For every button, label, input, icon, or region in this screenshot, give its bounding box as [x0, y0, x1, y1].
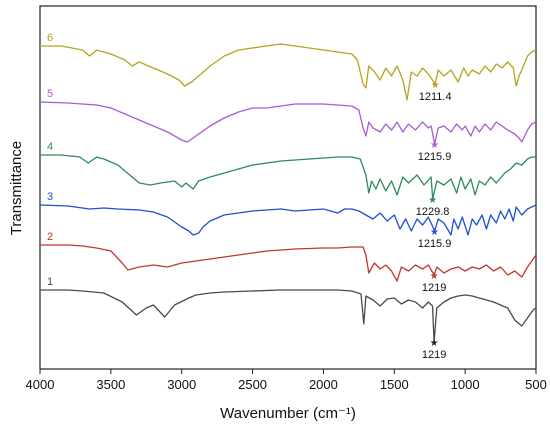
series-line-1 — [40, 289, 537, 343]
series-line-3 — [39, 204, 537, 236]
series-number-label: 2 — [47, 231, 53, 243]
x-tick-label: 4000 — [26, 377, 55, 392]
series-line-6 — [40, 43, 537, 101]
peak-star-marker: ★ — [430, 140, 439, 151]
x-tick-label: 2000 — [309, 377, 338, 392]
series-line-5 — [39, 101, 537, 145]
peak-label: 1215.9 — [418, 238, 452, 250]
x-tick-label: 1000 — [451, 377, 480, 392]
x-tick-label: 3000 — [167, 377, 196, 392]
series-line-2 — [40, 244, 537, 282]
series-number-label: 1 — [47, 276, 53, 288]
peak-star-marker: ★ — [428, 195, 437, 206]
series-line-4 — [40, 154, 536, 200]
peak-star-marker: ★ — [431, 80, 440, 91]
peak-star-marker: ★ — [430, 227, 439, 238]
series-3: 3★1215.9 — [39, 191, 537, 250]
peak-label: 1219 — [422, 282, 446, 294]
plot-frame — [39, 5, 537, 370]
series-number-label: 4 — [47, 141, 53, 153]
peak-label: 1211.4 — [419, 91, 452, 103]
series-4: 4★1229.8 — [40, 141, 536, 218]
peak-label: 1219 — [422, 349, 446, 361]
series-layer: 1★12192★12193★1215.94★1229.85★1215.96★12… — [39, 32, 537, 361]
x-tick-label: 1500 — [380, 377, 409, 392]
peak-label: 1215.9 — [418, 151, 452, 163]
series-5: 5 ★1215.9 — [39, 88, 537, 163]
series-number-label: 5 — [47, 88, 53, 100]
series-2: 2 ★1219 — [40, 231, 537, 294]
y-axis-label: Transmittance — [8, 141, 25, 235]
x-tick-label: 2500 — [238, 377, 267, 392]
peak-star-marker: ★ — [430, 338, 439, 349]
series-6: 6 ★1211.4 — [40, 32, 537, 103]
x-axis-label: Wavenumber (cm⁻¹) — [220, 405, 356, 422]
series-1: 1★1219 — [40, 276, 537, 361]
x-tick-label: 500 — [525, 377, 547, 392]
peak-star-marker: ★ — [430, 271, 439, 282]
x-axis-ticks: 4000 3500 3000 2500 2000 1500 1000 500 — [26, 369, 547, 392]
series-number-label: 6 — [47, 32, 53, 44]
peak-label: 1229.8 — [416, 206, 450, 218]
x-tick-label: 3500 — [96, 377, 125, 392]
series-number-label: 3 — [47, 191, 53, 203]
